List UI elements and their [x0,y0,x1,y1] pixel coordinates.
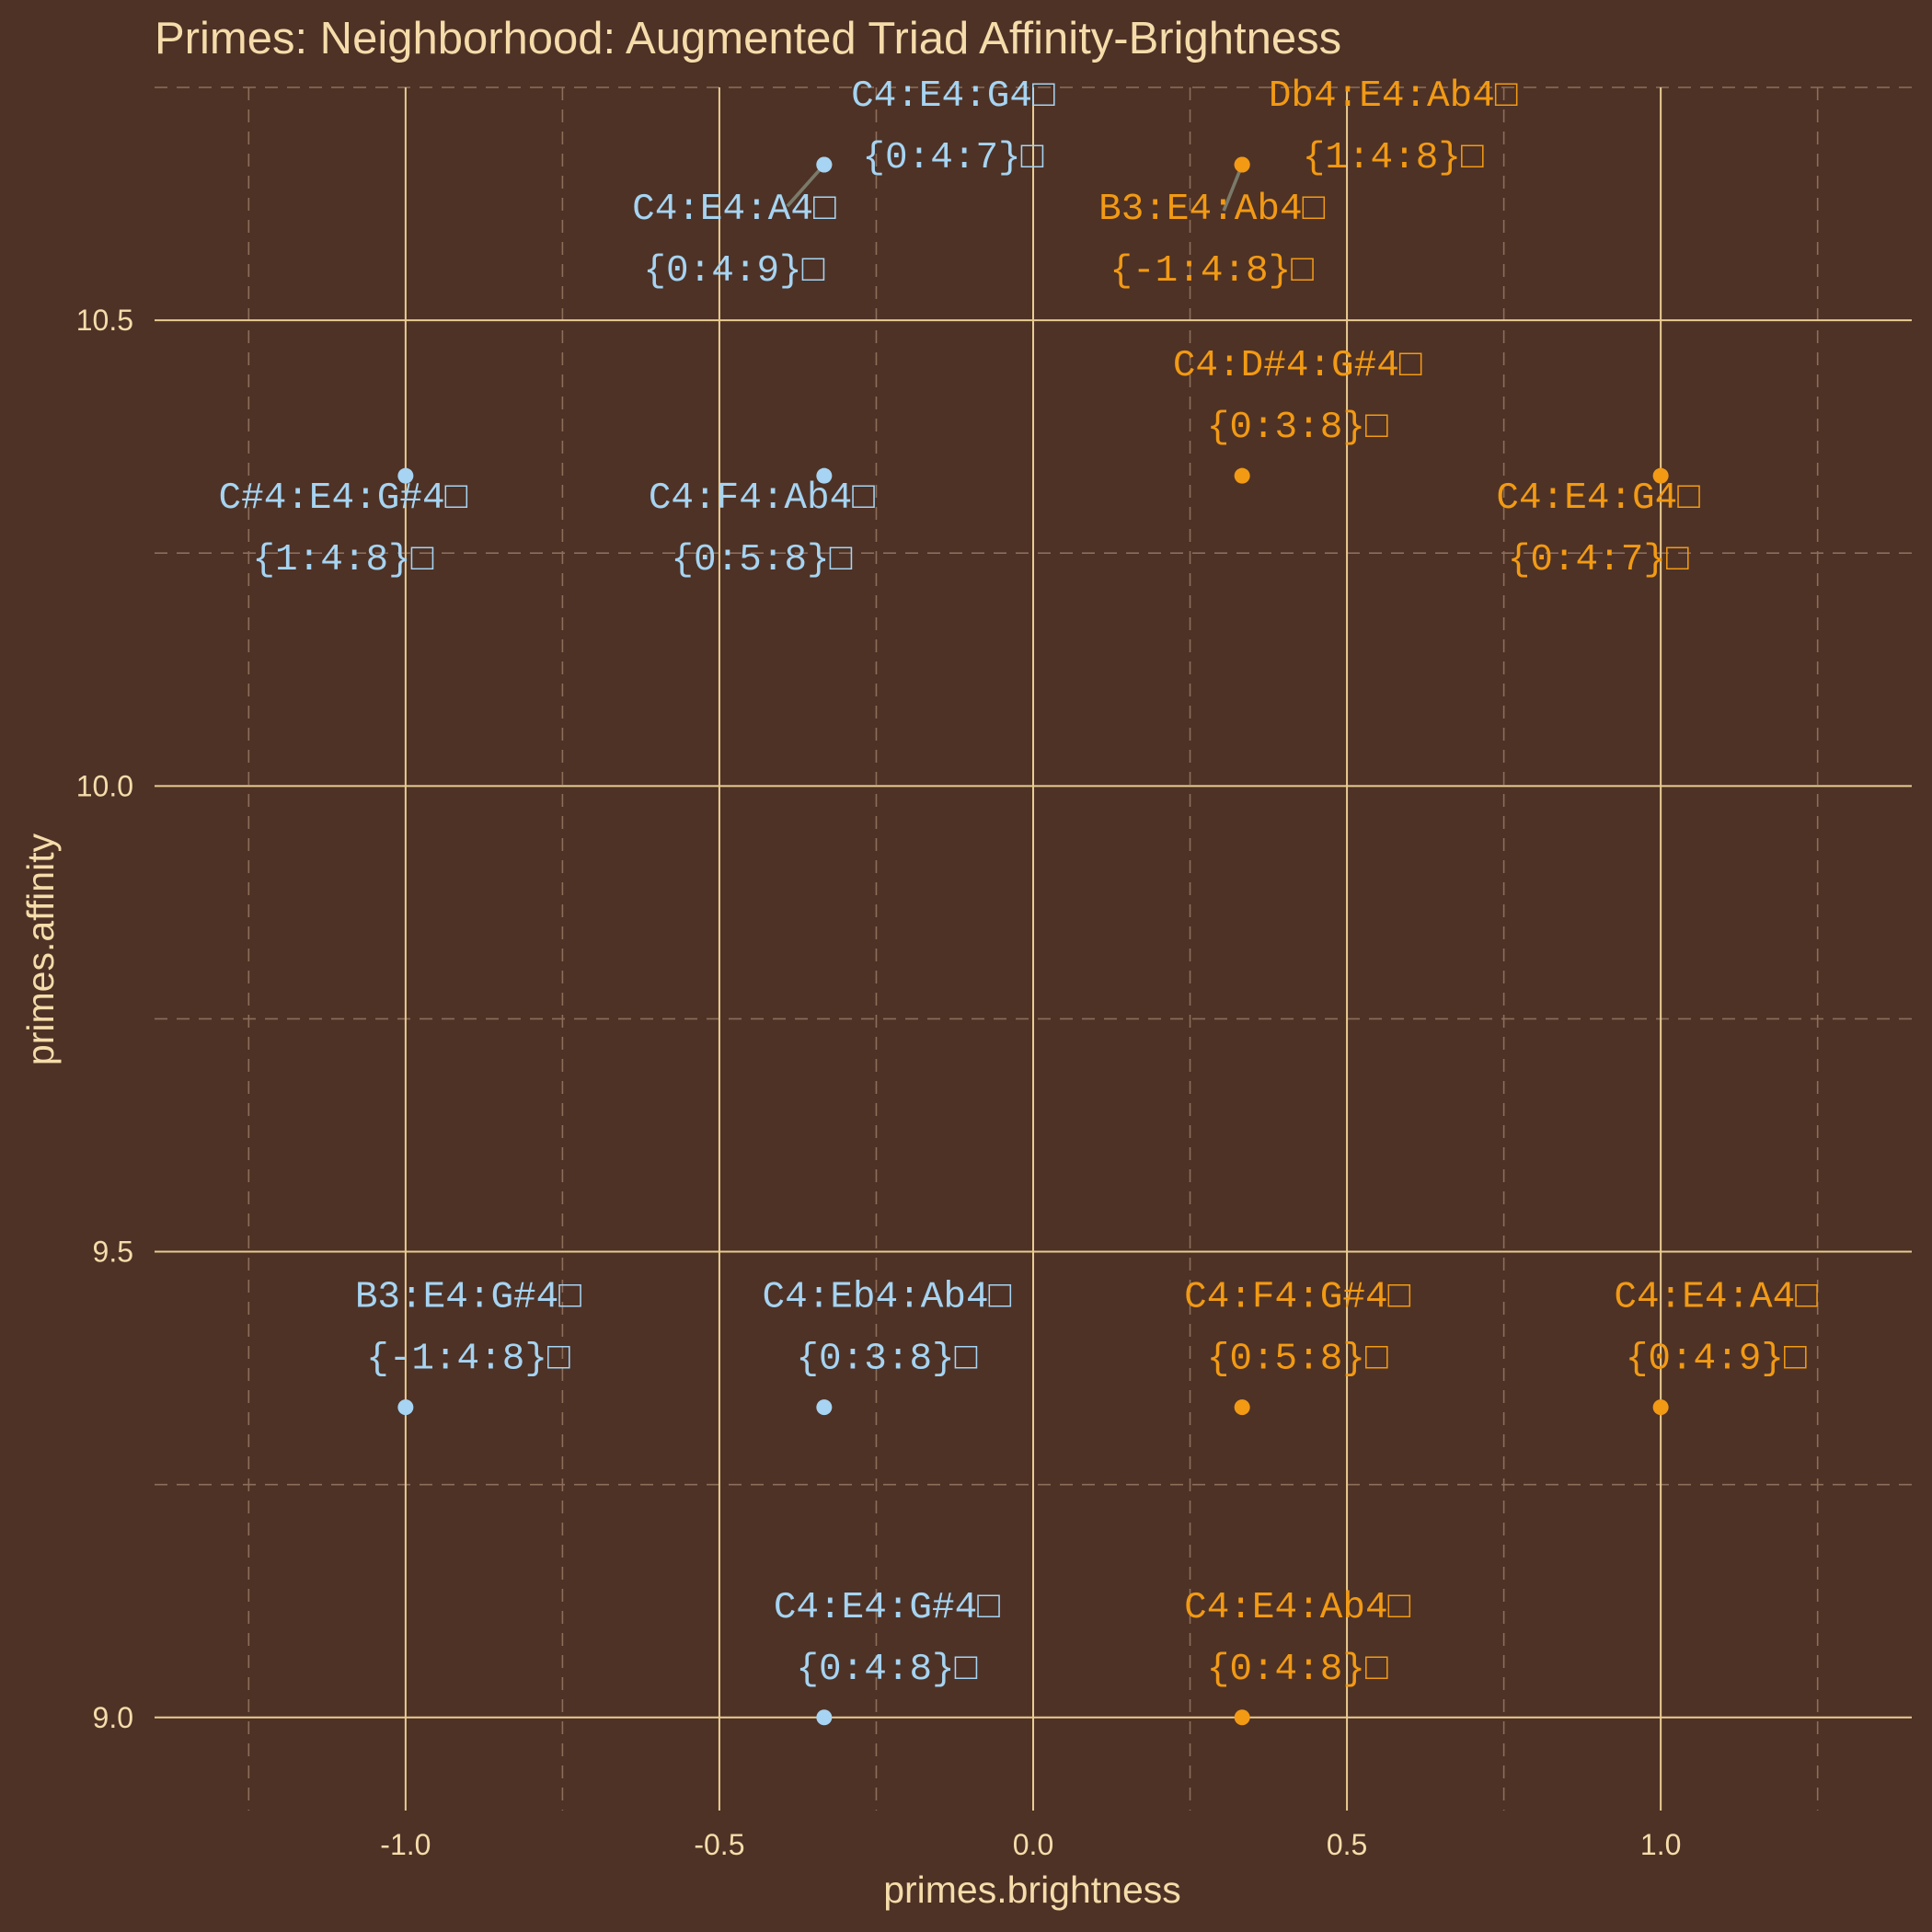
label-connector [1222,164,1244,212]
point-label-chord: C4:E4:A4□ [1614,1277,1818,1319]
point-label-chord: C4:D#4:G#4□ [1173,345,1422,387]
data-point [1234,1399,1250,1416]
grid [155,86,1912,1811]
x-axis-title: primes.brightness [883,1869,1181,1911]
x-tick-label: 1.0 [1640,1828,1681,1861]
point-label-chord: C#4:E4:G#4□ [219,477,468,520]
point-label-set: {1:4:8}□ [1303,137,1484,179]
label-connectors [786,163,1244,212]
point-label-set: {-1:4:8}□ [366,1339,570,1381]
point-label-chord: C4:E4:G4□ [1496,477,1700,520]
point-label-chord: C4:F4:G#4□ [1184,1277,1410,1319]
y-tick-label: 10.0 [76,769,133,802]
data-point [816,467,833,484]
point-label-chord: C4:Eb4:Ab4□ [763,1277,1012,1319]
point-label-set: {0:4:9}□ [1626,1339,1807,1381]
point-labels: C4:E4:G4□ {0:4:7}□ C4:E4:A4□ {0:4:9}□ Db4:E4… [219,75,1819,1691]
point-label-chord: C4:E4:A4□ [632,189,836,231]
point-label-chord: B3:E4:Ab4□ [1098,189,1325,231]
y-tick-label: 9.5 [93,1236,133,1269]
data-point [1234,1709,1250,1726]
point-label-set: {0:4:8}□ [796,1649,977,1691]
data-point [1652,1399,1669,1416]
point-label-set: {-1:4:8}□ [1110,250,1314,293]
data-point [1234,467,1250,484]
point-label-set: {0:3:8}□ [796,1339,977,1381]
point-label-set: {0:4:8}□ [1207,1649,1388,1691]
point-label-chord: C4:E4:Ab4□ [1184,1587,1410,1629]
point-label-chord: B3:E4:G#4□ [355,1277,581,1319]
data-point [816,1709,833,1726]
x-tick-label: -0.5 [694,1828,744,1861]
point-label-set: {0:4:7}□ [862,137,1043,179]
data-point [397,467,414,484]
point-label-set: {0:5:8}□ [1207,1339,1388,1381]
data-point [397,1399,414,1416]
tick-labels: -1.0 -0.5 0.0 0.5 1.0 9.0 9.5 10.0 10.5 [76,304,1682,1861]
chart-title: Primes: Neighborhood: Augmented Triad Af… [155,14,1341,63]
data-point [816,1399,833,1416]
point-label-set: {0:3:8}□ [1207,407,1388,449]
point-label-chord: Db4:E4:Ab4□ [1269,75,1518,118]
data-points [397,156,1669,1726]
point-label-set: {0:4:9}□ [643,250,824,293]
point-label-set: {0:4:7}□ [1508,539,1689,581]
point-label-chord: C4:E4:G#4□ [774,1587,1000,1629]
x-tick-label: 0.5 [1327,1828,1367,1861]
point-label-set: {1:4:8}□ [252,539,433,581]
point-label-chord: C4:E4:G4□ [851,75,1055,118]
y-tick-label: 9.0 [93,1701,133,1734]
point-label-chord: C4:F4:Ab4□ [649,477,875,520]
point-label-set: {0:5:8}□ [671,539,852,581]
data-point [1652,467,1669,484]
label-connector [786,163,826,208]
x-tick-label: 0.0 [1013,1828,1053,1861]
y-axis-title: primes.affinity [19,833,62,1065]
data-point [816,156,833,173]
y-tick-label: 10.5 [76,304,133,337]
data-point [1234,156,1250,173]
x-tick-label: -1.0 [380,1828,431,1861]
